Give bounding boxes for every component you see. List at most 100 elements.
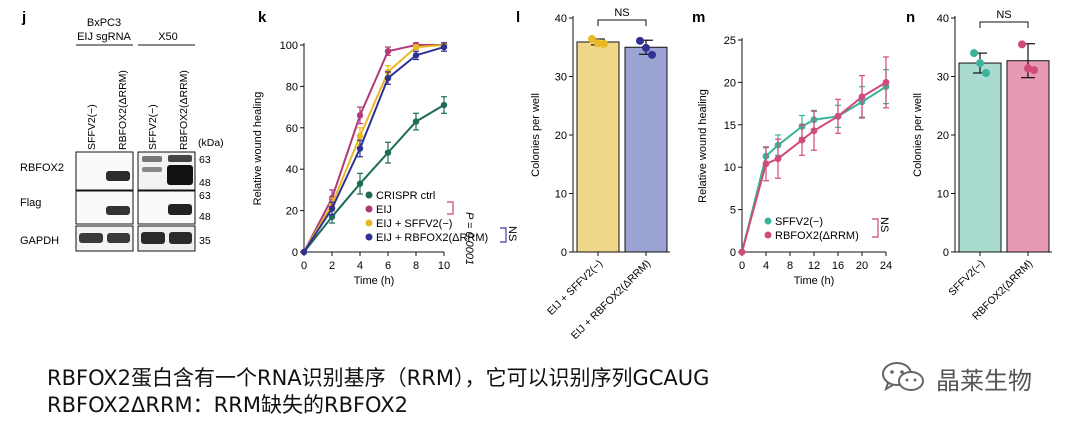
figure-canvas: j BxPC3 EIJ sgRNA X50 SFFV2(−) RBFOX2(ΔR…	[20, 7, 1052, 342]
legend-marker	[764, 217, 772, 225]
data-point	[810, 127, 818, 135]
data-point	[858, 93, 866, 101]
wechat-icon	[882, 362, 924, 392]
data-point	[738, 248, 746, 256]
y-tick-label: 10	[724, 162, 736, 174]
data-point	[798, 136, 806, 144]
legend-label: CRISPR ctrl	[376, 190, 435, 202]
y-tick-label: 0	[561, 247, 567, 259]
category-label: EIJ + RBFOX2(ΔRRM)	[569, 258, 653, 342]
x-tick-label: 4	[357, 260, 363, 272]
legend-marker	[365, 191, 373, 199]
y-tick-label: 30	[937, 72, 949, 84]
replicate-point	[982, 68, 990, 77]
lane-label: SFFV2(−)	[147, 104, 159, 150]
data-point	[762, 160, 770, 168]
bar	[958, 62, 1002, 253]
x-tick-label: 0	[301, 260, 307, 272]
ns-annotation: NS	[614, 7, 629, 19]
data-point	[356, 180, 364, 187]
data-point	[356, 132, 364, 140]
replicate-point	[600, 39, 608, 48]
caption-line-2: RBFOX2ΔRRM：RRM缺失的RBFOX2	[47, 393, 408, 417]
x-axis-label: Time (h)	[354, 275, 395, 287]
legend-label: SFFV2(−)	[775, 216, 823, 228]
y-tick-label: 5	[730, 205, 736, 217]
y-tick-label: 20	[724, 77, 736, 89]
significance-bracket	[500, 227, 507, 243]
replicate-point	[648, 50, 656, 59]
replicate-point	[1018, 40, 1026, 49]
replicate-point	[642, 43, 650, 52]
blot-exposure: X50	[158, 31, 178, 43]
data-point	[356, 112, 364, 119]
x-tick-label: 8	[413, 260, 419, 272]
x-tick-label: 6	[385, 260, 391, 272]
ns-annotation: NS	[878, 217, 890, 232]
y-tick-label: 0	[292, 247, 298, 259]
y-tick-label: 20	[937, 130, 949, 142]
series-line	[303, 104, 445, 253]
y-tick-label: 0	[943, 247, 949, 259]
series-line	[303, 44, 444, 253]
y-axis-label: Colonies per well	[912, 93, 924, 177]
x-tick-label: 4	[763, 260, 769, 272]
data-point	[384, 74, 392, 82]
x-tick-label: 0	[739, 260, 745, 272]
y-tick-label: 40	[937, 13, 949, 25]
bar	[624, 46, 668, 253]
y-tick-label: 60	[286, 123, 298, 135]
legend-marker	[764, 231, 772, 239]
data-point	[774, 155, 782, 163]
panel-letter: k	[258, 9, 267, 26]
marker-kda: 63	[199, 190, 211, 202]
blot-row-label: Flag	[20, 197, 41, 209]
replicate-point	[970, 49, 978, 58]
ns-annotation: NS	[506, 226, 518, 241]
replicate-point	[588, 35, 596, 44]
y-tick-label: 0	[730, 247, 736, 259]
y-tick-label: 20	[555, 130, 567, 142]
watermark: 晶莱生物	[880, 360, 1060, 395]
data-point	[412, 118, 420, 125]
data-point	[412, 43, 420, 51]
lane-label: RBFOX2(ΔRRM)	[178, 70, 190, 150]
lane-label: SFFV2(−)	[86, 104, 98, 150]
y-axis-label: Relative wound healing	[697, 89, 709, 203]
bar	[576, 41, 620, 253]
x-tick-label: 20	[856, 260, 868, 272]
panel-letter: l	[516, 9, 520, 26]
panel-j-western-blot: j BxPC3 EIJ sgRNA X50 SFFV2(−) RBFOX2(ΔR…	[20, 9, 224, 252]
panel-letter: j	[21, 9, 26, 26]
lane-label: RBFOX2(ΔRRM)	[117, 70, 129, 150]
blot-row-label: RBFOX2	[20, 162, 64, 174]
x-tick-label: 10	[438, 260, 450, 272]
x-axis-label: Time (h)	[794, 275, 835, 287]
replicate-point	[976, 59, 984, 68]
marker-kda: 48	[199, 211, 211, 223]
y-tick-label: 40	[555, 13, 567, 25]
panel-letter: n	[906, 9, 915, 26]
data-point	[356, 145, 364, 152]
x-tick-label: 2	[329, 260, 335, 272]
y-tick-label: 40	[286, 164, 298, 176]
blot-cell-line: BxPC3	[87, 17, 121, 29]
data-point	[834, 112, 842, 120]
blot-treatment: EIJ sgRNA	[77, 31, 131, 43]
blot-unit: (kDa)	[198, 137, 224, 149]
data-point	[882, 79, 890, 86]
y-axis-label: Colonies per well	[530, 93, 542, 177]
caption-line-1: RBFOX2蛋白含有一个RNA识别基序（RRM），它可以识别序列GCAUG	[47, 366, 710, 390]
y-tick-label: 100	[280, 40, 298, 52]
marker-kda: 35	[199, 235, 211, 247]
y-tick-label: 10	[937, 189, 949, 201]
legend-label: EIJ	[376, 204, 392, 216]
replicate-point	[1030, 66, 1038, 75]
replicate-point	[1024, 64, 1032, 73]
blot-row-label: GAPDH	[20, 235, 59, 247]
significance-bracket	[597, 19, 647, 26]
x-tick-label: 16	[832, 260, 844, 272]
data-point	[300, 248, 308, 256]
significance-bracket	[872, 218, 879, 238]
